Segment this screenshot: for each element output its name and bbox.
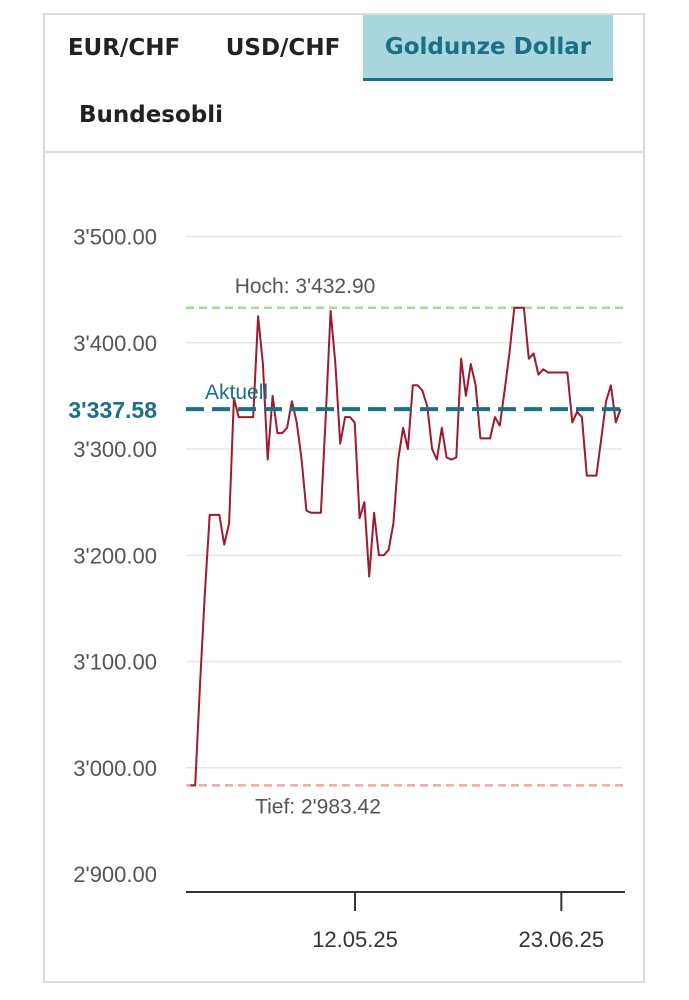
x-tick-label: 12.05.25 xyxy=(312,927,398,952)
tab-bar: EUR/CHF USD/CHF Goldunze Dollar Bundesob… xyxy=(45,15,643,153)
y-tick-label: 3'500.00 xyxy=(73,225,157,250)
y-tick-label: 3'000.00 xyxy=(73,756,157,781)
low-label: Tief: 2'983.42 xyxy=(255,795,381,818)
current-layer: Aktuell 3'337.58 xyxy=(68,381,625,423)
reference-lines: Hoch: 3'432.90 Tief: 2'983.42 xyxy=(186,275,625,818)
chart-card: EUR/CHF USD/CHF Goldunze Dollar Bundesob… xyxy=(43,13,645,983)
tab-usd-chf[interactable]: USD/CHF xyxy=(225,35,341,61)
tab-eur-chf[interactable]: EUR/CHF xyxy=(67,35,181,61)
y-tick-label: 3'300.00 xyxy=(73,437,157,462)
series-line xyxy=(190,306,622,787)
x-tick-label: 23.06.25 xyxy=(519,927,605,952)
current-label: Aktuell xyxy=(205,381,268,404)
x-axis: 12.05.25 23.06.25 xyxy=(186,891,625,952)
y-tick-label: 3'400.00 xyxy=(73,331,157,356)
current-value-label: 3'337.58 xyxy=(68,397,157,423)
y-tick-label: 3'100.00 xyxy=(73,650,157,675)
grid-lines xyxy=(186,235,622,769)
y-tick-label: 2'900.00 xyxy=(73,862,157,887)
y-axis-ticks: 3'500.00 3'400.00 3'300.00 3'200.00 3'100.00… xyxy=(73,225,157,888)
tab-goldunze-dollar[interactable]: Goldunze Dollar xyxy=(363,15,613,81)
high-label: Hoch: 3'432.90 xyxy=(235,275,376,298)
y-tick-label: 3'200.00 xyxy=(73,543,157,568)
series-layer xyxy=(190,306,622,787)
tab-bundesobli[interactable]: Bundesobli xyxy=(78,102,224,128)
